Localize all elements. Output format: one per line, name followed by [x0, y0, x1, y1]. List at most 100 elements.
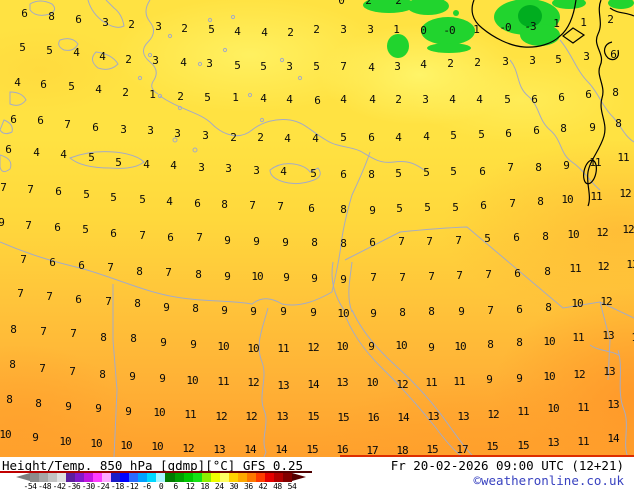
temp-value: 11 [577, 434, 589, 448]
temp-value: 6 [479, 164, 486, 178]
temp-value: 10 [247, 341, 259, 355]
map-title: Height/Temp. 850 hPa [gdmp][°C] GFS 0.25 [2, 458, 304, 473]
temp-value: 9 [250, 304, 257, 318]
temp-value: 15 [307, 409, 319, 423]
contour-lines-layer [471, 0, 634, 207]
temp-value: 4 [284, 131, 291, 145]
temp-value: 7 [20, 252, 27, 266]
colorbar-segment [93, 473, 103, 482]
temp-value: 6 [78, 258, 85, 272]
temp-value: 8 [9, 357, 16, 371]
temp-value: 6 [558, 90, 565, 104]
temp-value: 15 [306, 442, 318, 456]
temp-value: 5 [139, 192, 146, 206]
temp-value: -0 [443, 23, 455, 37]
temp-value: 4 [260, 91, 267, 105]
temp-value: 7 [40, 324, 47, 338]
temp-value: 16 [336, 442, 348, 456]
temp-value: 13 [607, 397, 619, 411]
temp-value: 5 [46, 43, 53, 57]
colorbar-segment [246, 473, 256, 482]
temp-value: 5 [396, 201, 403, 215]
temp-value: 8 [48, 9, 55, 23]
credit-link[interactable]: ©weatheronline.co.uk [473, 473, 624, 488]
temp-value: 15 [486, 439, 498, 453]
temp-value: 11 [217, 374, 229, 388]
temp-value: 11 [184, 407, 196, 421]
temp-value: 7 [340, 59, 347, 73]
colorbar-tick: -48 [38, 482, 52, 490]
temp-value: 6 [10, 112, 17, 126]
temp-value: 4 [286, 92, 293, 106]
temp-value: 10 [120, 438, 132, 452]
temp-value: 11 [569, 261, 581, 275]
temp-value: 2 [122, 85, 129, 99]
temp-value: 8 [99, 367, 106, 381]
temp-value: 2 [447, 56, 454, 70]
temp-value: 9 [190, 337, 197, 351]
colorbar-segments [30, 473, 292, 482]
temp-value: 9 [370, 306, 377, 320]
temp-value: 4 [368, 60, 375, 74]
temp-value: 9 [283, 270, 290, 284]
colorbar-segment [138, 473, 148, 482]
temp-value: 15 [517, 438, 529, 452]
temp-value: 7 [105, 294, 112, 308]
temp-value: 4 [170, 158, 177, 172]
temp-value: 10 [454, 339, 466, 353]
temp-value: 6 [314, 93, 321, 107]
temp-value: 8 [537, 194, 544, 208]
temp-value: 8 [560, 121, 567, 135]
temp-value: 5 [484, 231, 491, 245]
temp-value: 1 [149, 87, 156, 101]
temp-value: 3 [155, 19, 162, 33]
temp-value: 11 [572, 330, 584, 344]
temp-value: 4 [33, 145, 40, 159]
green-cold-regions [363, 0, 634, 58]
temp-value: 7 [139, 228, 146, 242]
colorbar-segment [255, 473, 265, 482]
temp-value: 12 [215, 409, 227, 423]
temp-value: 3 [206, 56, 213, 70]
temp-value: 4 [95, 82, 102, 96]
temp-value: 1 [473, 22, 480, 36]
temp-value: 5 [313, 59, 320, 73]
colorbar-tick: 54 [287, 482, 297, 490]
temp-value: 9 [589, 120, 596, 134]
temp-value: 9 [224, 269, 231, 283]
temp-value: 9 [95, 401, 102, 415]
colorbar-segment [66, 473, 76, 482]
temp-value: 10 [543, 369, 555, 383]
temp-value: 15 [426, 442, 438, 456]
temp-value: 15 [337, 410, 349, 424]
temp-value: 2 [395, 92, 402, 106]
temp-value: 7 [0, 180, 7, 194]
temp-value: 8 [340, 236, 347, 250]
temp-value: 2 [287, 25, 294, 39]
temp-value: 13 [457, 409, 469, 423]
temp-value: 9 [125, 404, 132, 418]
temp-value: 9 [340, 272, 347, 286]
temp-value: 11 [425, 375, 437, 389]
valid-datetime: Fr 20-02-2026 09:00 UTC (12+21) [390, 458, 624, 473]
colorbar-segment [264, 473, 274, 482]
temp-value: 5 [68, 79, 75, 93]
temp-value: 11 [517, 404, 529, 418]
temp-value: 9 [311, 271, 318, 285]
colorbar-segment [129, 473, 139, 482]
temp-value: 7 [277, 199, 284, 213]
colorbar-segment [120, 473, 130, 482]
temp-value: 9 [368, 339, 375, 353]
temp-value: 4 [340, 92, 347, 106]
temp-value: 2 [230, 130, 237, 144]
temp-value: 6 [21, 6, 28, 20]
colorbar-segment [156, 473, 166, 482]
temp-value: 11 [590, 189, 602, 203]
temp-value: 7 [485, 267, 492, 281]
temp-value: 4 [423, 129, 430, 143]
temp-value: 8 [134, 296, 141, 310]
temp-value: 3 [502, 54, 509, 68]
temp-value: 8 [10, 322, 17, 336]
temp-value: 2 [257, 130, 264, 144]
temp-value: 6 [610, 47, 617, 61]
